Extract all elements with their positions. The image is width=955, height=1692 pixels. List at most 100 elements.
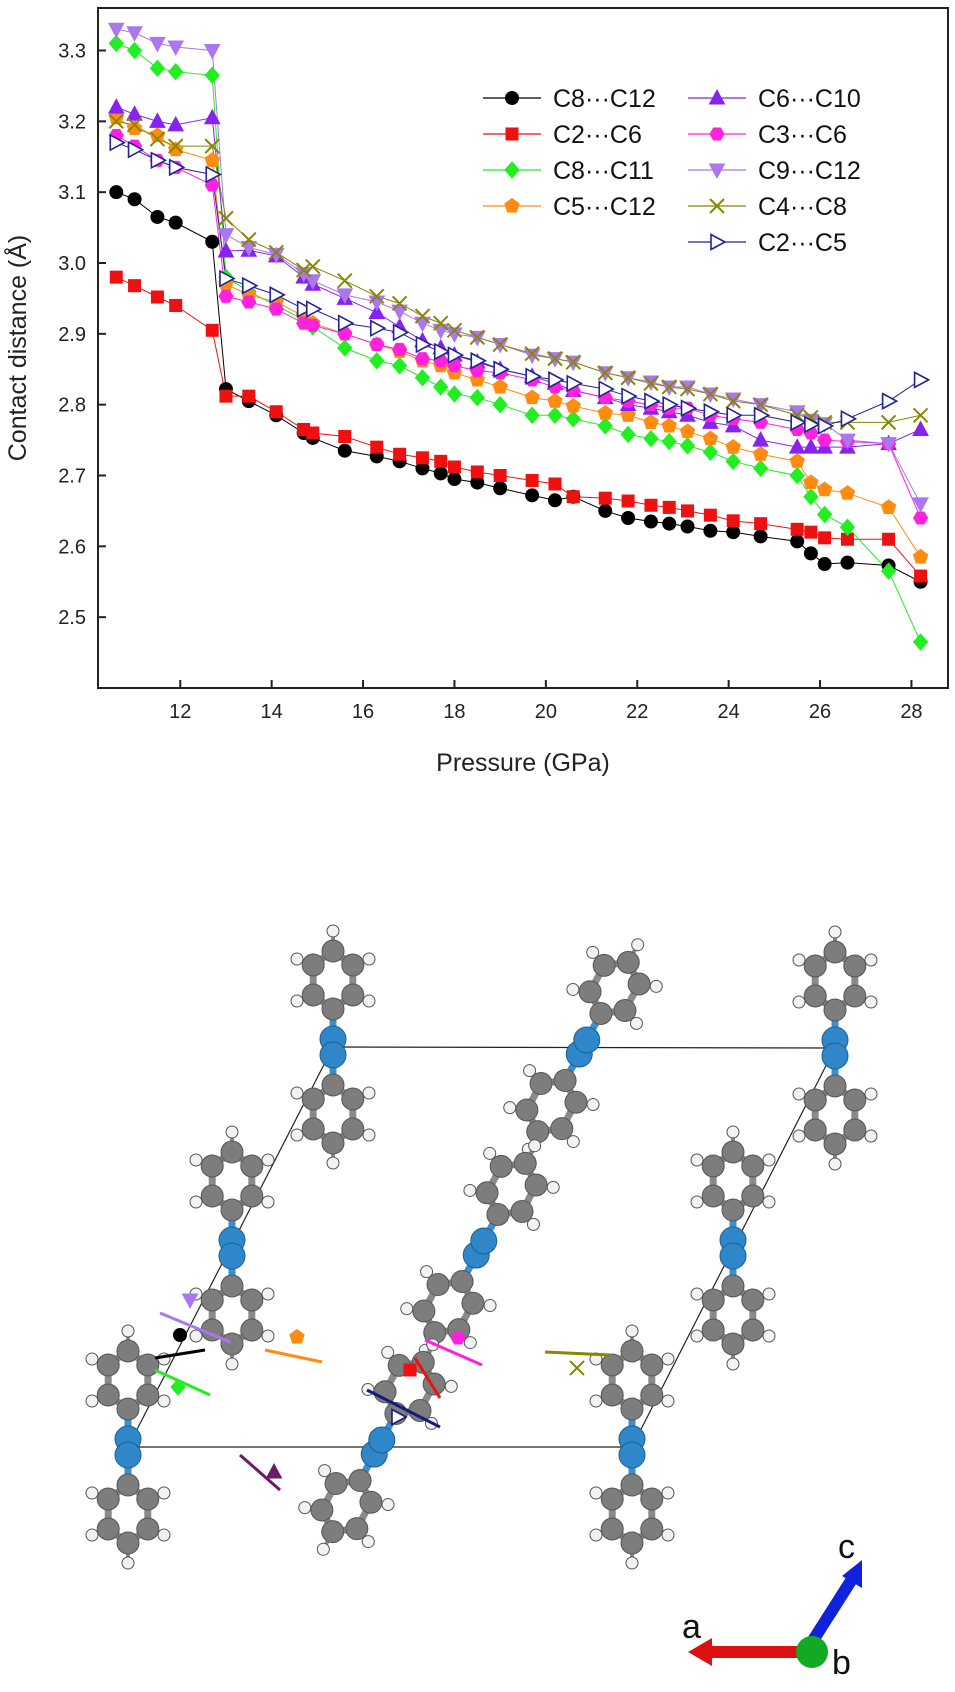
data-point xyxy=(880,562,897,580)
data-point xyxy=(880,437,897,453)
carbon-atom xyxy=(136,1353,160,1377)
nitrogen-atom xyxy=(719,1242,747,1270)
data-point xyxy=(620,425,636,444)
data-point xyxy=(565,397,581,413)
data-point xyxy=(167,40,185,57)
carbon-atom xyxy=(721,1274,745,1298)
data-point xyxy=(662,500,676,514)
hydrogen-atom xyxy=(631,938,645,952)
data-point xyxy=(337,443,352,458)
data-point xyxy=(338,430,352,444)
data-point xyxy=(702,430,719,446)
data-point xyxy=(167,138,184,154)
hydrogen-atom xyxy=(381,1345,395,1359)
data-point xyxy=(268,302,284,316)
carbon-atom xyxy=(321,1131,345,1155)
carbon-atom xyxy=(620,1473,644,1497)
hydrogen-atom xyxy=(157,1528,171,1542)
legend-label: C2···C6 xyxy=(553,121,642,149)
legend-marker xyxy=(504,197,520,213)
data-point xyxy=(306,426,320,440)
hydrogen-atom xyxy=(157,1394,171,1408)
hydrogen-atom xyxy=(362,1086,376,1100)
data-point xyxy=(218,210,234,227)
data-point xyxy=(446,385,463,403)
data-point xyxy=(525,367,542,386)
data-point xyxy=(817,433,833,447)
y-tick-label: 2.8 xyxy=(58,395,86,417)
data-point xyxy=(620,370,636,386)
data-point xyxy=(804,525,818,539)
data-point xyxy=(150,290,164,304)
data-point xyxy=(126,117,143,133)
data-point xyxy=(621,511,636,525)
hydrogen-atom xyxy=(762,1195,776,1209)
data-point xyxy=(337,327,353,341)
contact-distance-chart: 12 14 16 18 20 22 24 26 28 2.5 2.6 2.7 2.8 2.9 3.0 3.1 3… xyxy=(2,7,949,777)
carbon-atom xyxy=(721,1332,745,1356)
data-point xyxy=(126,120,143,135)
carbon-atom xyxy=(843,954,867,978)
data-point xyxy=(662,516,677,531)
hydrogen-atom xyxy=(290,1128,304,1142)
data-point xyxy=(912,548,929,564)
data-point xyxy=(433,378,449,396)
carbon-atom xyxy=(301,1087,325,1111)
data-point xyxy=(269,286,286,304)
data-point xyxy=(752,459,769,478)
data-point xyxy=(661,417,677,433)
hydrogen-atom xyxy=(528,1139,542,1153)
data-point xyxy=(392,342,408,356)
data-point xyxy=(205,234,220,249)
data-point xyxy=(149,59,166,77)
carbon-atom xyxy=(620,1531,644,1555)
hydrogen-atom xyxy=(661,1352,675,1366)
carbon-atom xyxy=(486,1202,510,1226)
carbon-atom xyxy=(741,1318,765,1342)
data-point xyxy=(644,392,661,410)
hydrogen-atom xyxy=(864,953,878,967)
data-point xyxy=(912,497,929,513)
data-point xyxy=(107,98,125,114)
carbon-atom xyxy=(620,1339,644,1363)
carbon-atom xyxy=(240,1184,264,1208)
data-point xyxy=(643,429,659,448)
data-point xyxy=(415,451,429,465)
hydrogen-atom xyxy=(361,1535,375,1549)
carbon-atom xyxy=(345,1517,369,1541)
data-point xyxy=(703,402,721,421)
carbon-atom xyxy=(96,1383,120,1407)
data-point xyxy=(393,447,407,461)
hydrogen-atom xyxy=(762,1329,776,1343)
data-point xyxy=(447,460,461,474)
hydrogen-atom xyxy=(444,1379,458,1393)
vertical-molecule xyxy=(290,924,376,1170)
data-point xyxy=(803,487,819,506)
data-point xyxy=(597,417,613,435)
data-point xyxy=(470,465,484,479)
data-point xyxy=(880,414,897,431)
data-point xyxy=(126,41,143,60)
data-point xyxy=(433,315,449,331)
hydrogen-atom xyxy=(362,994,376,1008)
y-tick-label: 2.5 xyxy=(58,607,86,629)
carbon-atom xyxy=(600,1487,624,1511)
hydrogen-atom xyxy=(261,1329,275,1343)
hydrogen-atom xyxy=(526,1217,540,1231)
nitrogen-atom xyxy=(573,1026,601,1054)
data-point xyxy=(149,112,166,128)
data-point xyxy=(643,375,659,392)
carbon-atom xyxy=(701,1288,725,1312)
hydrogen-atom xyxy=(189,1195,203,1209)
carbon-atom xyxy=(640,1517,664,1541)
data-point xyxy=(802,438,820,454)
carbon-atom xyxy=(450,1270,474,1294)
hydrogen-atom xyxy=(792,953,806,967)
data-point xyxy=(304,274,322,290)
data-point xyxy=(680,399,698,418)
hydrogen-atom xyxy=(864,1087,878,1101)
data-point xyxy=(679,436,696,455)
legend-marker xyxy=(505,91,519,105)
data-point xyxy=(754,517,768,531)
carbon-atom xyxy=(600,1353,624,1377)
